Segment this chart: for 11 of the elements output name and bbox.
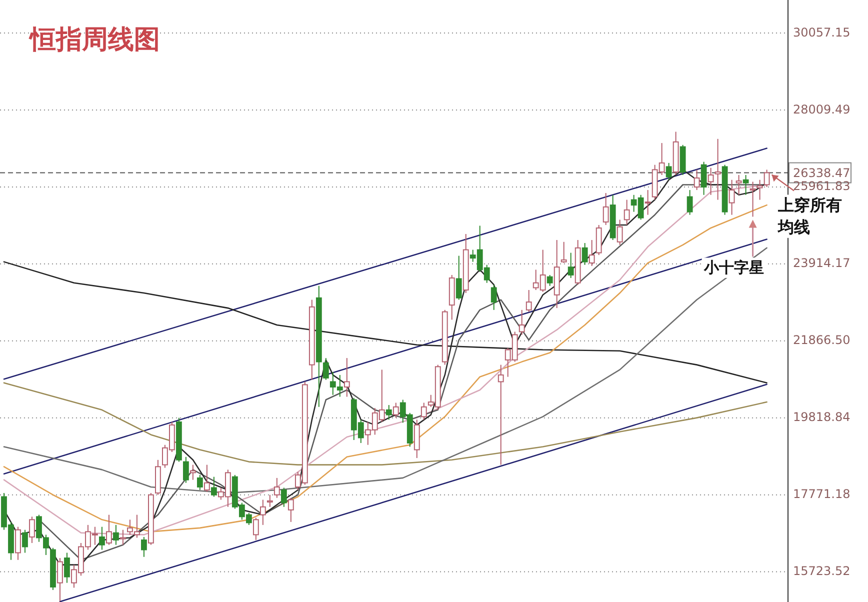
annotation: 小十字星 xyxy=(702,258,766,278)
ytick: 30057.15 xyxy=(793,25,850,40)
ytick: 19818.84 xyxy=(793,410,850,424)
ytick: 23914.17 xyxy=(793,256,850,270)
ytick: 28009.49 xyxy=(793,102,850,116)
title: 恒指周线图 xyxy=(30,25,160,55)
ytick: 17771.18 xyxy=(793,487,850,502)
ytick: 15723.52 xyxy=(793,564,850,578)
ref-line-label: 26338.47 xyxy=(793,166,850,180)
ytick: 21866.50 xyxy=(793,333,850,348)
annotation: 上穿所有均线 xyxy=(776,194,844,238)
